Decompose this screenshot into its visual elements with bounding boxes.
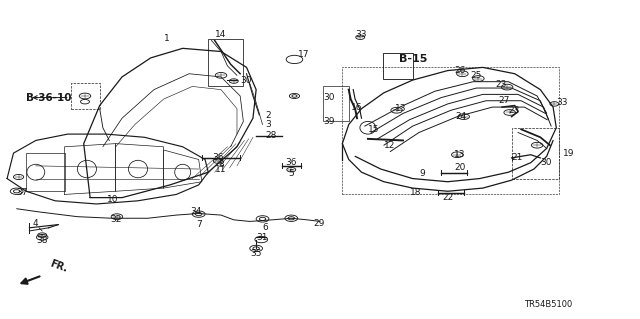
Bar: [342, 67, 559, 195]
Text: 6: 6: [263, 223, 269, 232]
Text: 39: 39: [323, 117, 335, 126]
Text: 13: 13: [396, 104, 407, 113]
Text: 2: 2: [266, 111, 271, 120]
Text: 22: 22: [442, 193, 453, 202]
Text: 15: 15: [368, 125, 380, 134]
Text: 16: 16: [351, 103, 362, 112]
Text: FR.: FR.: [49, 258, 69, 274]
Text: 1: 1: [164, 34, 170, 43]
Text: 10: 10: [107, 195, 118, 204]
Text: 17: 17: [298, 50, 309, 59]
Text: 37: 37: [17, 188, 28, 197]
Text: 27: 27: [499, 96, 510, 105]
Text: 33: 33: [356, 30, 367, 39]
Text: 30: 30: [240, 76, 252, 85]
Text: 36: 36: [212, 153, 223, 162]
Text: 31: 31: [257, 233, 268, 242]
Text: 36: 36: [285, 158, 297, 167]
Text: 14: 14: [215, 30, 227, 39]
Text: 18: 18: [410, 188, 422, 197]
Text: B-15: B-15: [399, 55, 427, 64]
Text: 30: 30: [540, 158, 552, 167]
Text: TR54B5100: TR54B5100: [524, 300, 573, 308]
Text: 19: 19: [563, 149, 574, 158]
Text: 28: 28: [266, 131, 277, 140]
Bar: [511, 128, 559, 179]
Text: B-36-10: B-36-10: [26, 93, 72, 103]
Bar: [383, 53, 413, 78]
Bar: [323, 86, 349, 122]
Text: 3: 3: [266, 120, 271, 129]
Text: 4: 4: [33, 219, 38, 227]
Bar: [208, 39, 243, 86]
Text: 38: 38: [36, 236, 48, 245]
Text: 35: 35: [250, 249, 262, 258]
Text: 8: 8: [218, 160, 224, 169]
Text: 23: 23: [508, 106, 520, 115]
Text: 9: 9: [419, 169, 425, 178]
Text: 20: 20: [454, 163, 465, 172]
Text: 5: 5: [289, 169, 294, 178]
Text: 32: 32: [110, 215, 122, 224]
Text: 12: 12: [384, 141, 396, 150]
Bar: [71, 83, 100, 109]
Text: 7: 7: [196, 220, 202, 229]
Text: 23: 23: [495, 80, 507, 89]
Text: 34: 34: [190, 207, 201, 216]
Text: 26: 26: [455, 66, 466, 75]
Text: 24: 24: [455, 112, 466, 121]
Text: 13: 13: [454, 150, 466, 159]
Text: 33: 33: [556, 98, 568, 107]
Text: 25: 25: [471, 71, 482, 80]
Text: 21: 21: [511, 153, 523, 162]
Text: 30: 30: [323, 93, 335, 102]
Text: 29: 29: [314, 219, 325, 227]
Text: 11: 11: [215, 165, 227, 174]
